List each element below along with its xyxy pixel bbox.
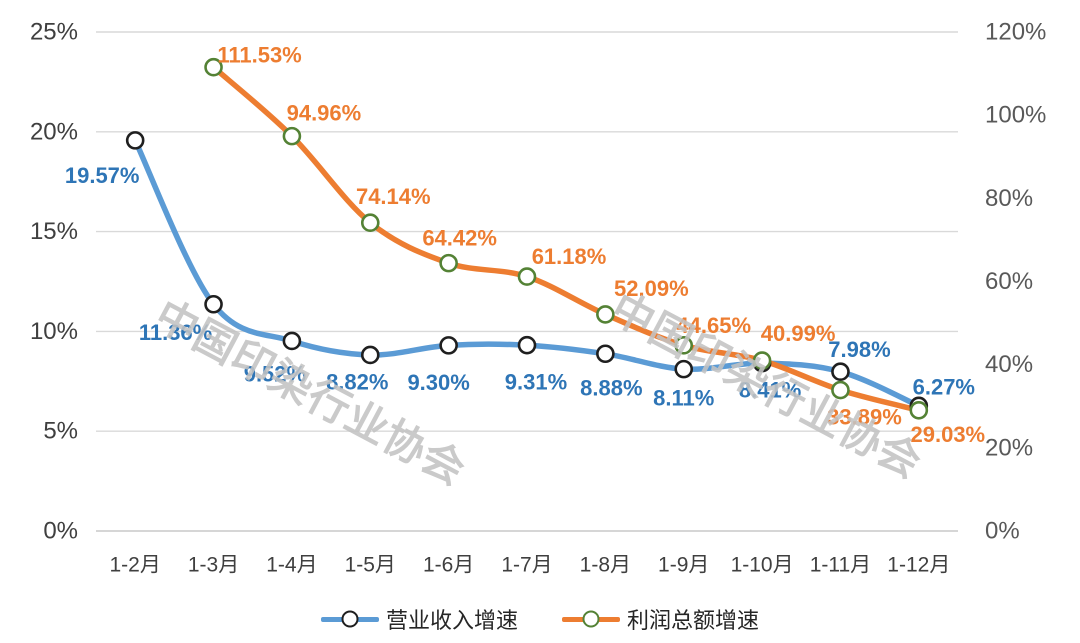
y-axis-label-right: 100% [985, 102, 1046, 129]
data-label: 40.99% [761, 321, 836, 346]
x-axis-label: 1-8月 [580, 554, 631, 577]
x-axis-label: 1-10月 [731, 554, 794, 577]
data-label: 8.11% [653, 386, 714, 411]
data-point-marker [517, 267, 537, 286]
data-label: 64.42% [422, 226, 497, 251]
data-point-marker [125, 131, 145, 150]
legend-sample-revenue-icon [320, 609, 379, 629]
data-label: 11.36% [139, 320, 212, 345]
y-axis-label-left: 20% [30, 118, 78, 145]
data-point-marker [360, 213, 380, 233]
x-axis-label: 1-12月 [887, 554, 950, 577]
y-axis-label-left: 10% [30, 318, 78, 345]
y-axis-label-left: 25% [30, 19, 78, 46]
data-point-marker [439, 336, 458, 355]
data-label: 9.52% [244, 361, 306, 386]
legend-label-revenue: 营业收入增速 [385, 608, 518, 633]
data-point-marker [596, 344, 615, 364]
data-label: 9.30% [407, 370, 469, 395]
y-axis-label-right: 40% [985, 351, 1033, 378]
data-label: 94.96% [287, 101, 362, 126]
data-label: 8.41% [739, 378, 801, 403]
y-axis-label-right: 80% [985, 185, 1033, 212]
data-point-marker [674, 359, 694, 379]
y-axis-label-left: 0% [43, 518, 78, 545]
data-label: 9.31% [505, 370, 567, 395]
data-point-marker [282, 126, 302, 146]
data-label: 6.27% [913, 374, 975, 399]
x-axis-label: 1-7月 [501, 554, 552, 577]
data-label: 8.82% [326, 369, 388, 394]
data-label: 61.18% [532, 244, 607, 269]
data-label: 111.53% [217, 43, 301, 68]
x-axis-label: 1-11月 [810, 554, 871, 577]
y-axis-label-left: 5% [43, 418, 78, 445]
data-point-marker [831, 380, 850, 400]
series-line-profit [210, 64, 922, 414]
data-label: 33.89% [827, 405, 902, 430]
data-point-marker [204, 57, 223, 77]
y-axis-label-right: 20% [985, 434, 1033, 461]
data-point-marker [752, 351, 772, 370]
series-line-revenue [132, 137, 922, 409]
legend: 营业收入增速 利润总额增速 [0, 603, 1080, 635]
legend-item-revenue[interactable]: 营业收入增速 [320, 603, 518, 635]
data-point-marker [439, 253, 458, 273]
y-axis-label-right: 60% [985, 268, 1033, 295]
data-point-marker [909, 400, 929, 420]
data-label: 74.14% [356, 184, 431, 209]
data-label: 8.88% [580, 375, 642, 400]
legend-sample-profit-icon [562, 609, 620, 629]
data-point-marker [674, 336, 694, 355]
data-label: 19.57% [65, 163, 140, 188]
data-label: 52.09% [614, 276, 689, 301]
x-axis-label: 1-3月 [188, 554, 239, 577]
y-axis-label-right: 120% [985, 19, 1046, 46]
data-label: 44.65% [676, 313, 751, 338]
data-point-marker [517, 335, 537, 355]
data-point-marker [596, 305, 615, 324]
x-axis-label: 1-6月 [423, 554, 474, 577]
x-axis-label: 1-5月 [345, 554, 396, 577]
x-axis-label: 1-4月 [266, 554, 317, 577]
data-point-marker [282, 331, 302, 351]
y-axis-label-right: 0% [985, 518, 1020, 545]
data-point-marker [360, 345, 380, 365]
x-axis-label: 1-9月 [658, 554, 709, 577]
y-axis-label-left: 15% [30, 218, 78, 245]
data-label: 29.03% [911, 422, 986, 447]
legend-item-profit[interactable]: 利润总额增速 [562, 603, 759, 635]
data-label: 7.98% [828, 337, 890, 362]
legend-label-profit: 利润总额增速 [627, 608, 760, 633]
x-axis-label: 1-2月 [110, 554, 161, 577]
data-point-marker [831, 362, 850, 382]
data-point-marker [204, 294, 223, 314]
